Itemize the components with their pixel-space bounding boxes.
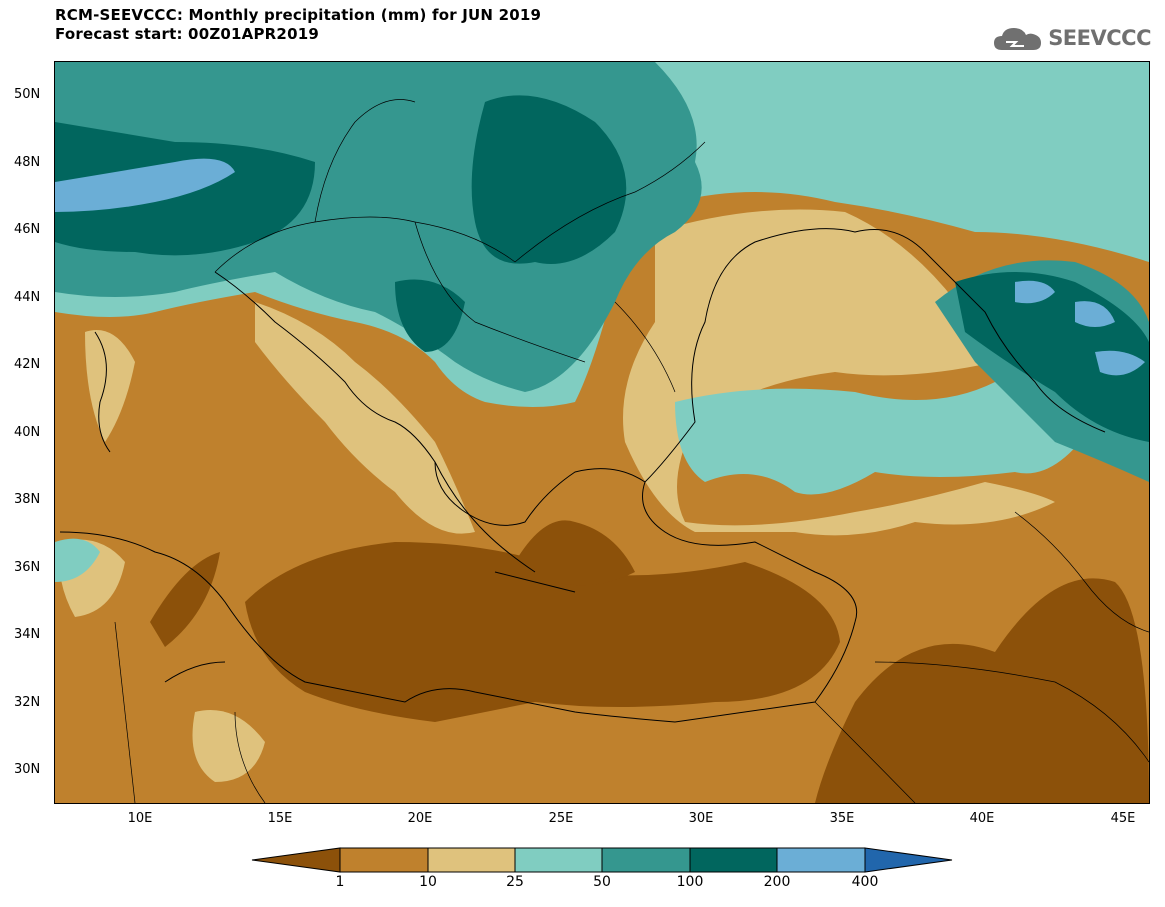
map-title: RCM-SEEVCCC: Monthly precipitation (mm) … — [55, 6, 542, 24]
lon-label: 20E — [407, 811, 433, 826]
lat-label: 46N — [14, 222, 41, 237]
lat-label: 40N — [14, 425, 41, 440]
coastlines — [59, 228, 1106, 723]
colorbar-label: 50 — [593, 874, 611, 890]
colorbar-segment — [251, 847, 341, 873]
lon-label: 35E — [829, 811, 855, 826]
lat-label: 44N — [14, 290, 41, 305]
colorbar-label: 10 — [419, 874, 437, 890]
lat-label: 32N — [14, 695, 41, 710]
lat-label: 50N — [14, 87, 41, 102]
colorbar-segment — [864, 847, 953, 873]
lat-label: 30N — [14, 762, 41, 777]
colorbar-label: 100 — [676, 874, 704, 890]
seevccc-logo: SEEVCCC — [992, 24, 1151, 52]
lon-label: 40E — [969, 811, 995, 826]
forecast-start-label: Forecast start: 00Z01APR2019 — [55, 25, 319, 43]
lon-label: 25E — [548, 811, 574, 826]
country-borders — [114, 99, 1149, 803]
colorbar-segment — [339, 847, 429, 873]
lon-label: 15E — [267, 811, 293, 826]
colorbar — [251, 847, 953, 873]
lat-label: 36N — [14, 560, 41, 575]
precipitation-map — [54, 61, 1150, 804]
lat-label: 34N — [14, 627, 41, 642]
colorbar-segment — [514, 847, 603, 873]
lat-label: 48N — [14, 155, 41, 170]
logo-text: SEEVCCC — [1048, 26, 1151, 50]
lat-label: 42N — [14, 357, 41, 372]
lon-label: 45E — [1110, 811, 1136, 826]
colorbar-label: 1 — [335, 874, 345, 890]
colorbar-segment — [427, 847, 516, 873]
colorbar-segment — [689, 847, 778, 873]
colorbar-label: 400 — [851, 874, 879, 890]
precip-band-200-400 — [55, 158, 1145, 376]
colorbar-segment — [601, 847, 691, 873]
lat-label: 38N — [14, 492, 41, 507]
cloud-icon — [994, 28, 1042, 50]
colorbar-segment — [776, 847, 866, 873]
lon-label: 30E — [688, 811, 714, 826]
colorbar-label: 200 — [763, 874, 791, 890]
lon-label: 10E — [127, 811, 153, 826]
colorbar-label: 25 — [506, 874, 524, 890]
